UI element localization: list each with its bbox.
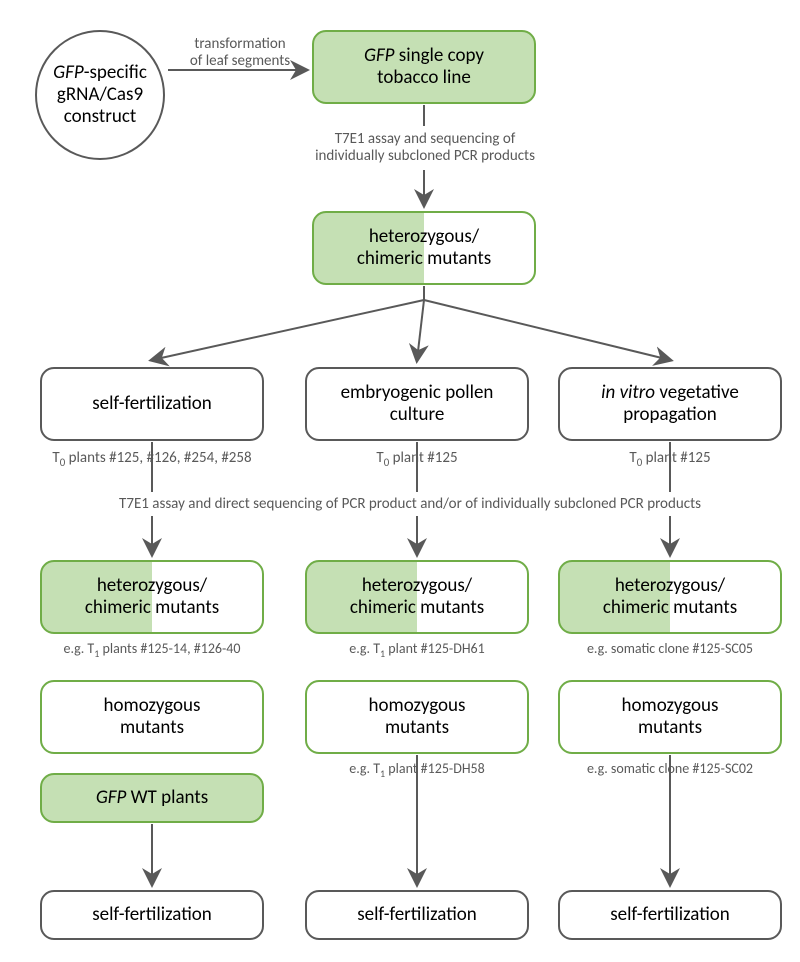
node-start_circle: GFP-specificgRNA/Cas9construct	[35, 30, 165, 160]
node-hom_b-label: homozygousmutants	[369, 695, 466, 739]
node-het_top: heterozygous/chimeric mutants	[312, 211, 536, 285]
node-hom_c-label: homozygousmutants	[622, 695, 719, 739]
label-eg_c2: e.g. somatic clone #125-SC02	[558, 761, 782, 777]
node-het_b: heterozygous/chimeric mutants	[305, 560, 529, 634]
node-sf_a-label: self-fertilization	[92, 904, 212, 926]
node-sf_b: self-fertilization	[305, 890, 529, 940]
node-het_a: heterozygous/chimeric mutants	[40, 560, 264, 634]
label-eg_c: e.g. somatic clone #125-SC05	[558, 641, 782, 657]
node-hom_a-label: homozygousmutants	[104, 695, 201, 739]
node-sf_c-label: self-fertilization	[610, 904, 730, 926]
node-self_fert-label: self-fertilization	[92, 393, 212, 415]
node-wt-label: GFP WT plants	[96, 787, 208, 809]
node-sf_a: self-fertilization	[40, 890, 264, 940]
label-t7e1_top: T7E1 assay and sequencing ofindividually…	[260, 131, 590, 166]
label-t0_a: T0 plants #125, #126, #254, #258	[40, 450, 264, 469]
node-pollen: embryogenic pollenculture	[305, 367, 529, 441]
label-transformation: transformationof leaf segments	[175, 36, 305, 71]
label-eg_a: e.g. T1 plants #125-14, #126-40	[40, 641, 264, 659]
node-self_fert: self-fertilization	[40, 367, 264, 441]
node-het_c-label: heterozygous/chimeric mutants	[603, 575, 737, 619]
node-wt: GFP WT plants	[40, 773, 264, 823]
node-het_a-label: heterozygous/chimeric mutants	[85, 575, 219, 619]
node-het_c: heterozygous/chimeric mutants	[558, 560, 782, 634]
node-het_b-label: heterozygous/chimeric mutants	[350, 575, 484, 619]
node-sf_c: self-fertilization	[558, 890, 782, 940]
node-pollen-label: embryogenic pollenculture	[341, 382, 494, 426]
label-eg_b: e.g. T1 plant #125-DH61	[305, 641, 529, 659]
node-gfp_line: GFP single copytobacco line	[312, 30, 536, 104]
node-hom_b: homozygousmutants	[305, 680, 529, 754]
node-hom_c: homozygousmutants	[558, 680, 782, 754]
node-gfp_line-label: GFP single copytobacco line	[364, 45, 484, 89]
node-het_top-label: heterozygous/chimeric mutants	[357, 226, 491, 270]
label-t0_b: T0 plant #125	[305, 450, 529, 469]
node-start_circle-label: GFP-specificgRNA/Cas9construct	[53, 62, 147, 128]
label-t0_c: T0 plant #125	[558, 450, 782, 469]
node-vegprop: in vitro vegetativepropagation	[558, 367, 782, 441]
node-sf_b-label: self-fertilization	[357, 904, 477, 926]
label-t7e1_mid: T7E1 assay and direct sequencing of PCR …	[60, 496, 760, 513]
label-eg_b2: e.g. T1 plant #125-DH58	[305, 761, 529, 779]
node-vegprop-label: in vitro vegetativepropagation	[601, 382, 739, 426]
node-hom_a: homozygousmutants	[40, 680, 264, 754]
